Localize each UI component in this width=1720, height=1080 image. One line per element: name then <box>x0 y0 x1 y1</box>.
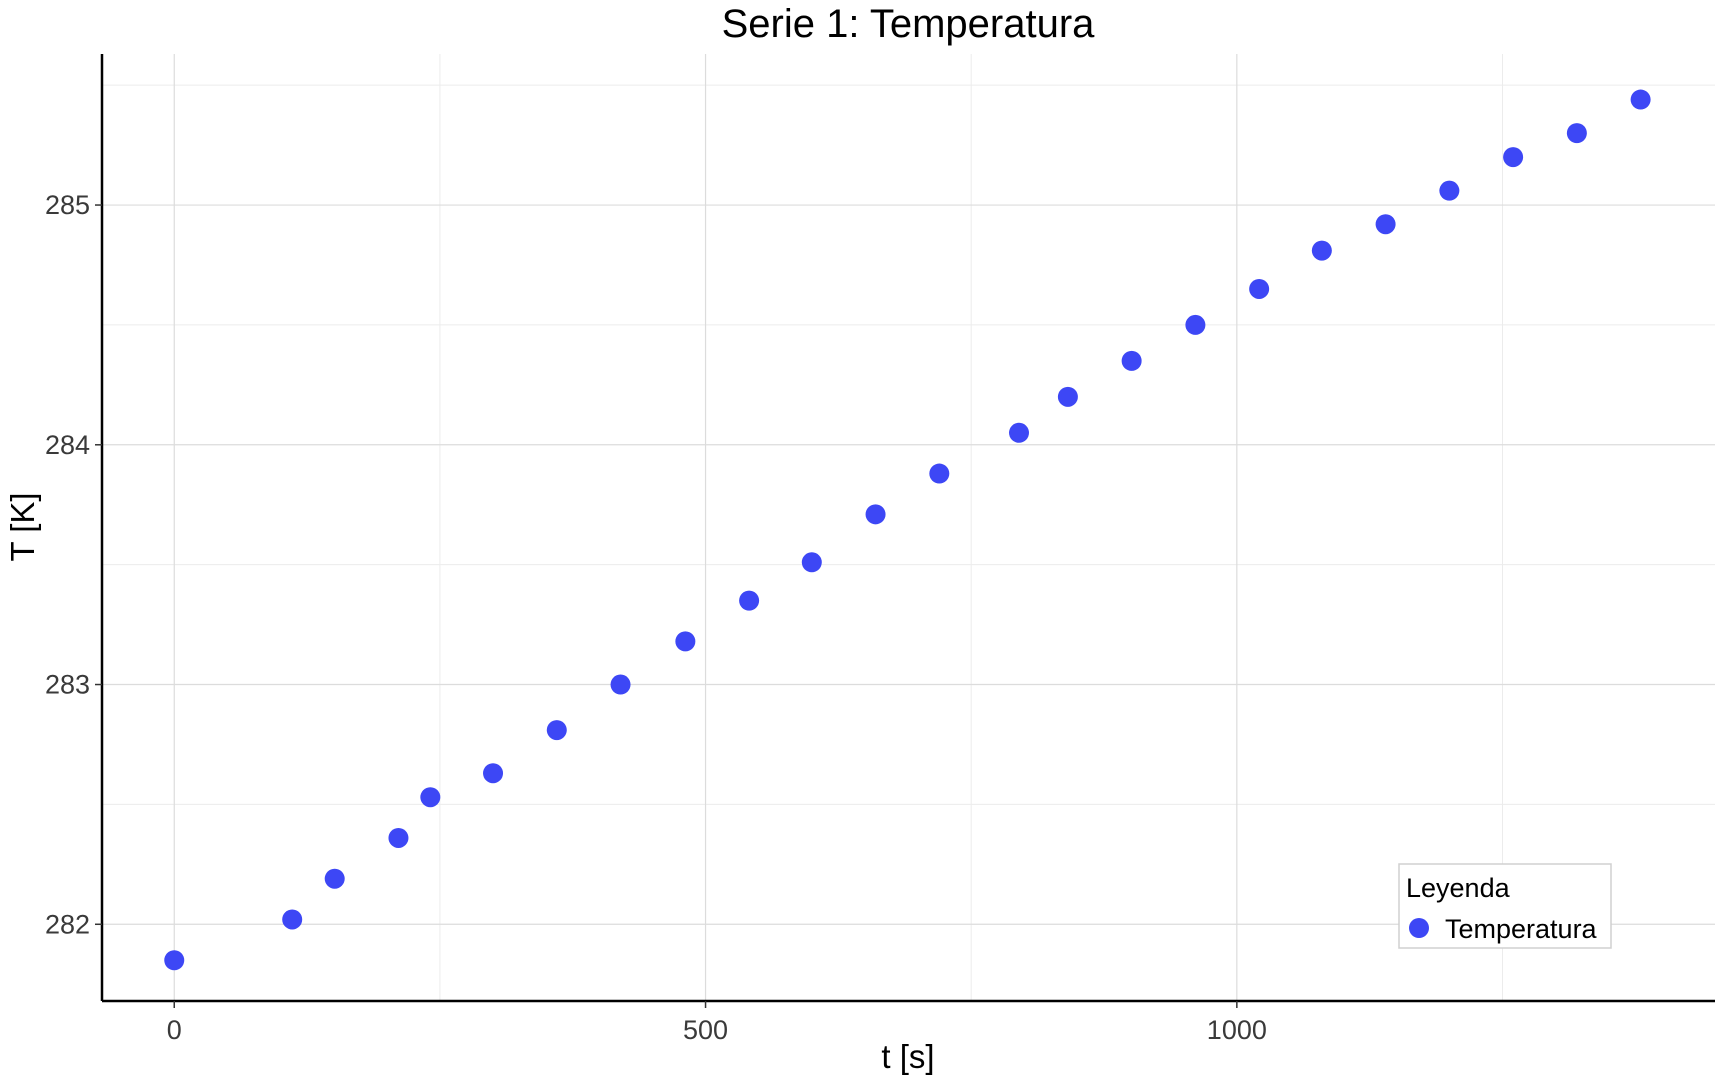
y-tick-label: 282 <box>45 909 90 939</box>
x-axis-ticks: 0 500 1000 <box>167 1001 1267 1045</box>
data-point <box>388 827 409 848</box>
y-tick-label: 284 <box>45 430 90 460</box>
minor-gridlines <box>102 54 1715 1001</box>
legend-marker-temperatura <box>1409 918 1429 938</box>
data-point <box>164 950 185 971</box>
data-point <box>1121 350 1142 371</box>
y-axis-title: T [K] <box>4 492 41 561</box>
data-point <box>1009 422 1030 443</box>
legend: Leyenda Temperatura <box>1398 863 1612 949</box>
data-point <box>739 590 760 611</box>
data-point <box>1375 214 1396 235</box>
y-tick-label: 283 <box>45 670 90 700</box>
data-points <box>164 89 1651 971</box>
data-point <box>929 463 950 484</box>
data-point <box>420 787 441 808</box>
data-point <box>1439 180 1460 201</box>
data-point <box>865 504 886 525</box>
data-point <box>1249 278 1270 299</box>
x-tick-label: 1000 <box>1207 1015 1267 1045</box>
data-point <box>1630 89 1651 110</box>
data-point <box>1503 147 1524 168</box>
x-axis-title: t [s] <box>881 1038 934 1075</box>
y-axis-ticks: 282 283 284 285 <box>45 190 102 939</box>
x-tick-label: 0 <box>167 1015 182 1045</box>
data-point <box>610 674 631 695</box>
data-point <box>675 631 696 652</box>
legend-title: Leyenda <box>1406 873 1511 903</box>
data-point <box>546 720 567 741</box>
data-point <box>1311 240 1332 261</box>
data-point <box>801 552 822 573</box>
data-point <box>483 763 504 784</box>
x-tick-label: 500 <box>683 1015 728 1045</box>
legend-label-temperatura: Temperatura <box>1445 914 1598 944</box>
data-point <box>1566 123 1587 144</box>
y-tick-label: 285 <box>45 190 90 220</box>
data-point <box>1185 314 1206 335</box>
chart-title: Serie 1: Temperatura <box>722 2 1096 46</box>
data-point <box>282 909 303 930</box>
legend-box <box>1398 863 1612 949</box>
axes <box>100 54 1715 1003</box>
data-point <box>324 868 345 889</box>
data-point <box>1057 386 1078 407</box>
